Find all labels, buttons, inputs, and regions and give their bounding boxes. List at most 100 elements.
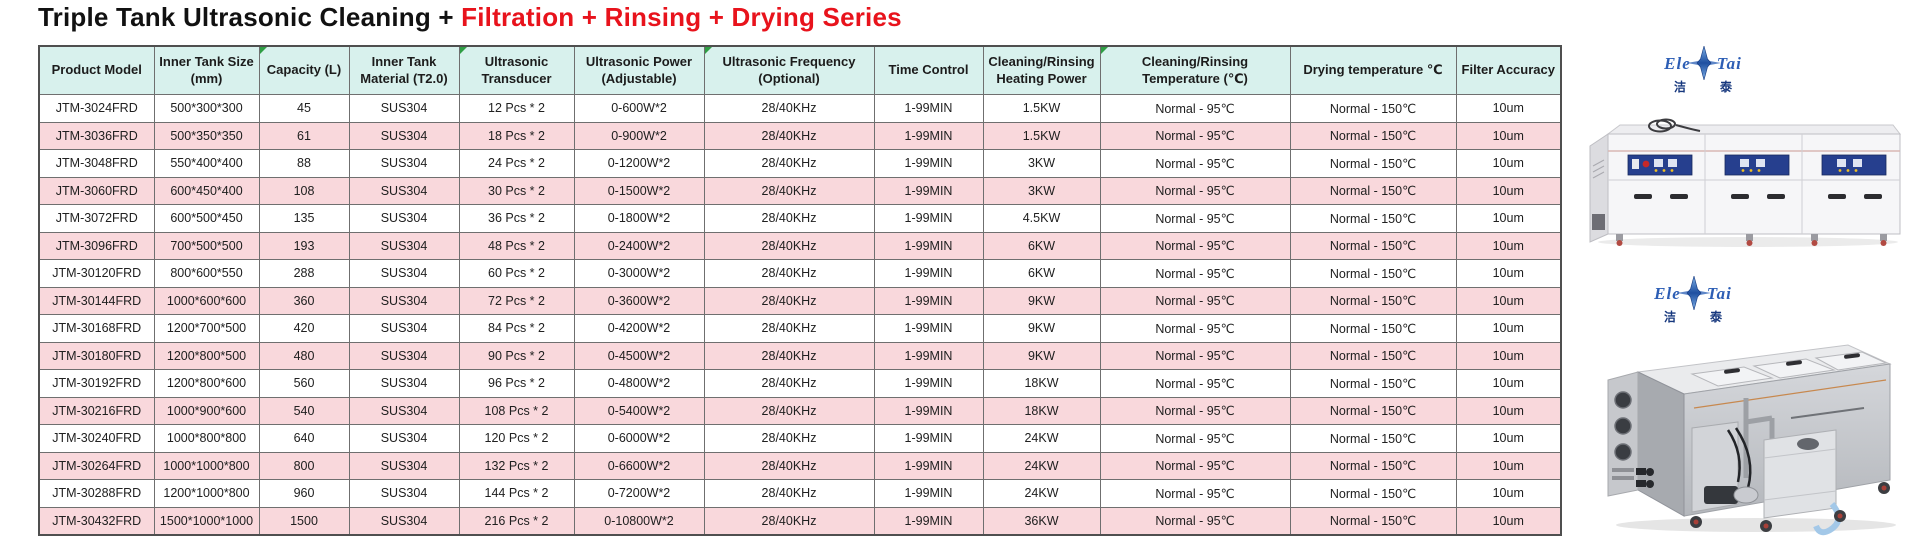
spec-cell: 28/40KHz [703,121,875,150]
spec-cell: SUS304 [348,424,460,453]
spec-cell: 18KW [982,396,1101,425]
spec-cell: 1200*800*600 [153,369,260,398]
spec-cell: 10um [1455,94,1562,123]
spec-cell: 28/40KHz [703,451,875,480]
spec-cell: 193 [258,231,350,260]
spec-cell: SUS304 [348,286,460,315]
spec-cell: 800*600*550 [153,259,260,288]
spec-cell: 28/40KHz [703,506,875,536]
spec-cell: 1-99MIN [873,451,984,480]
brand-logo-text-right: Tai [1716,53,1742,73]
spec-cell: 48 Pcs * 2 [458,231,575,260]
spec-cell: 10um [1455,176,1562,205]
table-row: JTM-3072FRD 600*500*450 135 SUS304 36 Pcs * … [38,204,1562,233]
spec-cell: Normal - 95℃ [1099,369,1291,398]
spec-cell: 1-99MIN [873,94,984,123]
table-row: JTM-30216FRD 1000*900*600 540 SUS304 108 Pcs… [38,396,1562,425]
spec-cell: 9KW [982,286,1101,315]
spec-cell: 30 Pcs * 2 [458,176,575,205]
brand-logo-text-right: Tai [1706,283,1732,303]
header-row: Product Model Inner Tank Size (mm) Capacit… [38,45,1562,95]
column-header: Drying temperature ℃ [1289,45,1457,95]
spec-cell: 1-99MIN [873,259,984,288]
spec-cell: 288 [258,259,350,288]
spec-cell: JTM-30180FRD [38,341,155,370]
spec-cell: 10um [1455,506,1562,536]
table-row: JTM-30288FRD 1200*1000*800 960 SUS304 144 Pc… [38,479,1562,508]
title-black-part: Triple Tank Ultrasonic Cleaning + [38,2,462,32]
spec-cell: 24KW [982,479,1101,508]
column-header: Filter Accuracy [1455,45,1562,95]
spec-cell: SUS304 [348,231,460,260]
spec-cell: 3KW [982,176,1101,205]
brand-logo-bottom: Ele Tai 洁 泰 [1618,276,1768,323]
table-row: JTM-3096FRD 700*500*500 193 SUS304 48 Pcs * … [38,231,1562,260]
spec-cell: 10um [1455,231,1562,260]
green-corner-mark [459,47,467,54]
spec-cell: SUS304 [348,204,460,233]
spec-cell: 36 Pcs * 2 [458,204,575,233]
spec-cell: 24KW [982,424,1101,453]
column-header: Time Control [873,45,984,95]
column-header: Ultrasonic Power (Adjustable) [573,45,705,95]
spec-cell: JTM-3036FRD [38,121,155,150]
spec-cell: Normal - 150℃ [1289,396,1457,425]
spec-cell: 560 [258,369,350,398]
spec-cell: 1-99MIN [873,506,984,536]
spec-cell: 0-1800W*2 [573,204,705,233]
spec-cell: SUS304 [348,149,460,178]
column-header: Inner Tank Material (T2.0) [348,45,460,95]
spec-cell: 60 Pcs * 2 [458,259,575,288]
green-corner-mark [259,47,267,54]
spec-cell: 24KW [982,451,1101,480]
spec-cell: 6KW [982,231,1101,260]
spec-cell: 1-99MIN [873,176,984,205]
spec-cell: 9KW [982,341,1101,370]
spec-cell: 600*500*450 [153,204,260,233]
spec-cell: 480 [258,341,350,370]
spec-cell: 10um [1455,259,1562,288]
spec-cell: JTM-3096FRD [38,231,155,260]
spec-cell: 0-4500W*2 [573,341,705,370]
spec-cell: 540 [258,396,350,425]
spec-cell: 1200*700*500 [153,314,260,343]
spec-cell: JTM-30432FRD [38,506,155,536]
spec-cell: Normal - 150℃ [1289,149,1457,178]
brand-logo-chinese: 洁 泰 [1673,80,1733,94]
spec-cell: Normal - 95℃ [1099,451,1291,480]
spec-cell: 28/40KHz [703,94,875,123]
spec-cell: Normal - 95℃ [1099,341,1291,370]
spec-cell: 28/40KHz [703,176,875,205]
spec-cell: 28/40KHz [703,286,875,315]
spec-cell: Normal - 95℃ [1099,149,1291,178]
spec-cell: Normal - 150℃ [1289,506,1457,536]
spec-cell: 0-10800W*2 [573,506,705,536]
spec-cell: SUS304 [348,121,460,150]
brand-logo-text-left: Ele [1664,53,1691,73]
spec-cell: 500*350*350 [153,121,260,150]
column-header: Ultrasonic Transducer [458,45,575,95]
column-header: Cleaning/Rinsing Heating Power [982,45,1101,95]
spec-cell: 144 Pcs * 2 [458,479,575,508]
spec-cell: 72 Pcs * 2 [458,286,575,315]
spec-cell: 96 Pcs * 2 [458,369,575,398]
spec-cell: Normal - 150℃ [1289,341,1457,370]
spec-cell: 120 Pcs * 2 [458,424,575,453]
spec-cell: 0-3600W*2 [573,286,705,315]
spec-cell: 10um [1455,121,1562,150]
spec-cell: 45 [258,94,350,123]
spec-cell: 1-99MIN [873,121,984,150]
spec-cell: 1000*800*800 [153,424,260,453]
spec-cell: 6KW [982,259,1101,288]
spec-cell: 61 [258,121,350,150]
spec-cell: 28/40KHz [703,424,875,453]
spec-cell: JTM-30120FRD [38,259,155,288]
spec-cell: 10um [1455,479,1562,508]
spec-cell: JTM-3024FRD [38,94,155,123]
spec-cell: 1000*1000*800 [153,451,260,480]
spec-cell: JTM-30144FRD [38,286,155,315]
column-header: Capacity (L) [258,45,350,95]
spec-cell: 1-99MIN [873,396,984,425]
spec-cell: Normal - 95℃ [1099,424,1291,453]
spec-cell: 18 Pcs * 2 [458,121,575,150]
